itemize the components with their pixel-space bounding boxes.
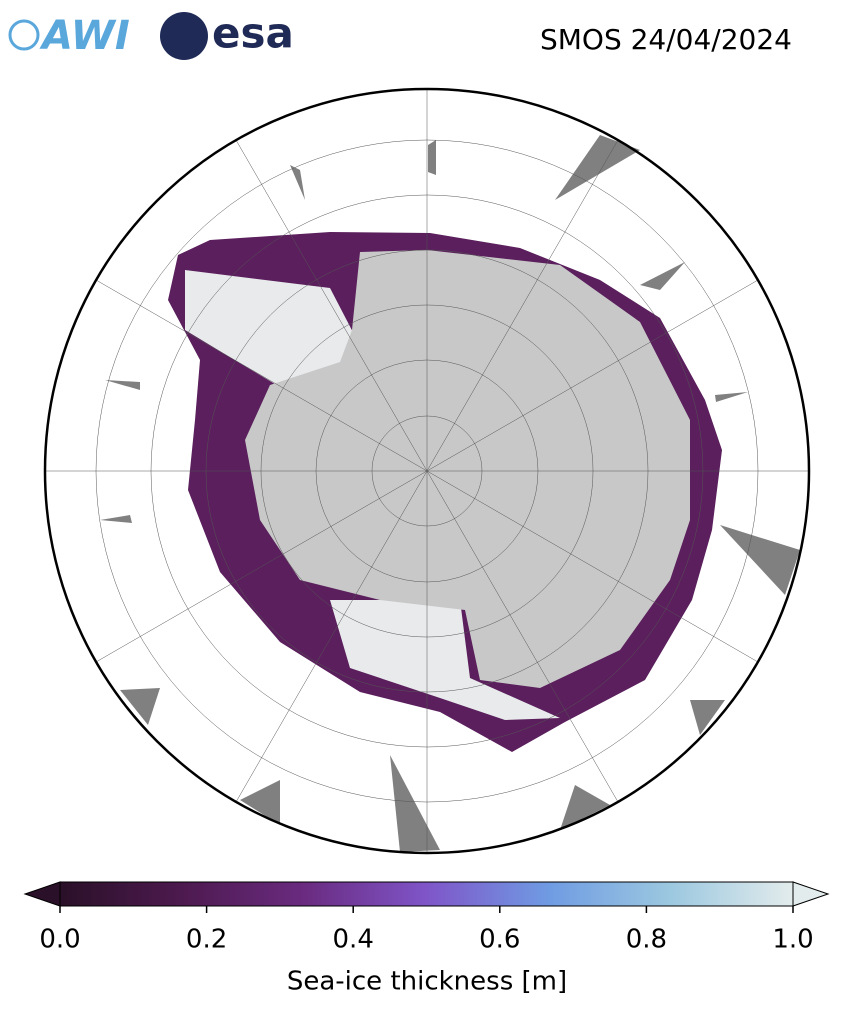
colorbar-extend-high [792, 881, 830, 907]
title: SMOS 24/04/2024 [540, 23, 792, 56]
colorbar: 0.0 0.2 0.4 0.6 0.8 1.0 [23, 881, 830, 955]
colorbar-tick-label: 0.2 [186, 925, 227, 955]
colorbar-tick-label: 0.8 [626, 925, 667, 955]
land-mask-wedges [100, 135, 800, 852]
esa-logo: esa [212, 9, 294, 58]
awi-logo: AWI [39, 13, 130, 59]
weddell-thick-ice [185, 270, 357, 390]
antarctica [245, 250, 690, 688]
colorbar-tick-label: 0.4 [333, 925, 374, 955]
colorbar-tick-label: 0.6 [479, 925, 520, 955]
esa-mark [160, 12, 208, 60]
colorbar-body [59, 881, 794, 907]
logos: AWI esa [8, 9, 294, 60]
map [43, 87, 811, 855]
graticule [45, 89, 809, 853]
colorbar-tick-label: 1.0 [772, 925, 813, 955]
ross-thick-ice [330, 600, 560, 720]
map-boundary [43, 87, 811, 855]
colorbar-tick-label: 0.0 [39, 925, 80, 955]
awi-mark [8, 19, 40, 51]
colorbar-extend-low [23, 881, 61, 907]
colorbar-label: Sea-ice thickness [m] [287, 967, 567, 997]
